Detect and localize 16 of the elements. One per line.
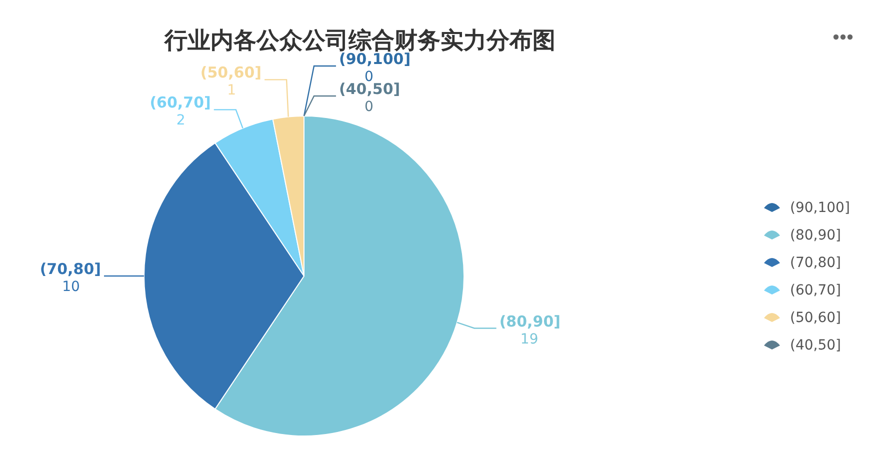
legend-label: (70,80] [790,255,842,271]
data-label: 19 [520,331,538,348]
data-label: 1 [227,82,236,99]
legend-label: (90,100] [790,200,850,216]
slice-label: (50,60] [200,64,262,82]
slice-label: (80,90] [499,312,561,330]
legend-label: (80,90] [790,228,842,244]
legend-label: (40,50] [790,338,842,354]
slice-label: (70,80] [40,260,101,278]
chart-title: 行业内各公众公司综合财务实力分布图 [164,27,556,54]
text: 0 [364,99,374,115]
data-label: 10 [62,279,80,295]
data-label: 2 [176,112,186,129]
slice-label: (60,70] [150,94,211,112]
legend-label: (60,70] [790,282,842,298]
legend-label: (50,60] [790,310,842,326]
